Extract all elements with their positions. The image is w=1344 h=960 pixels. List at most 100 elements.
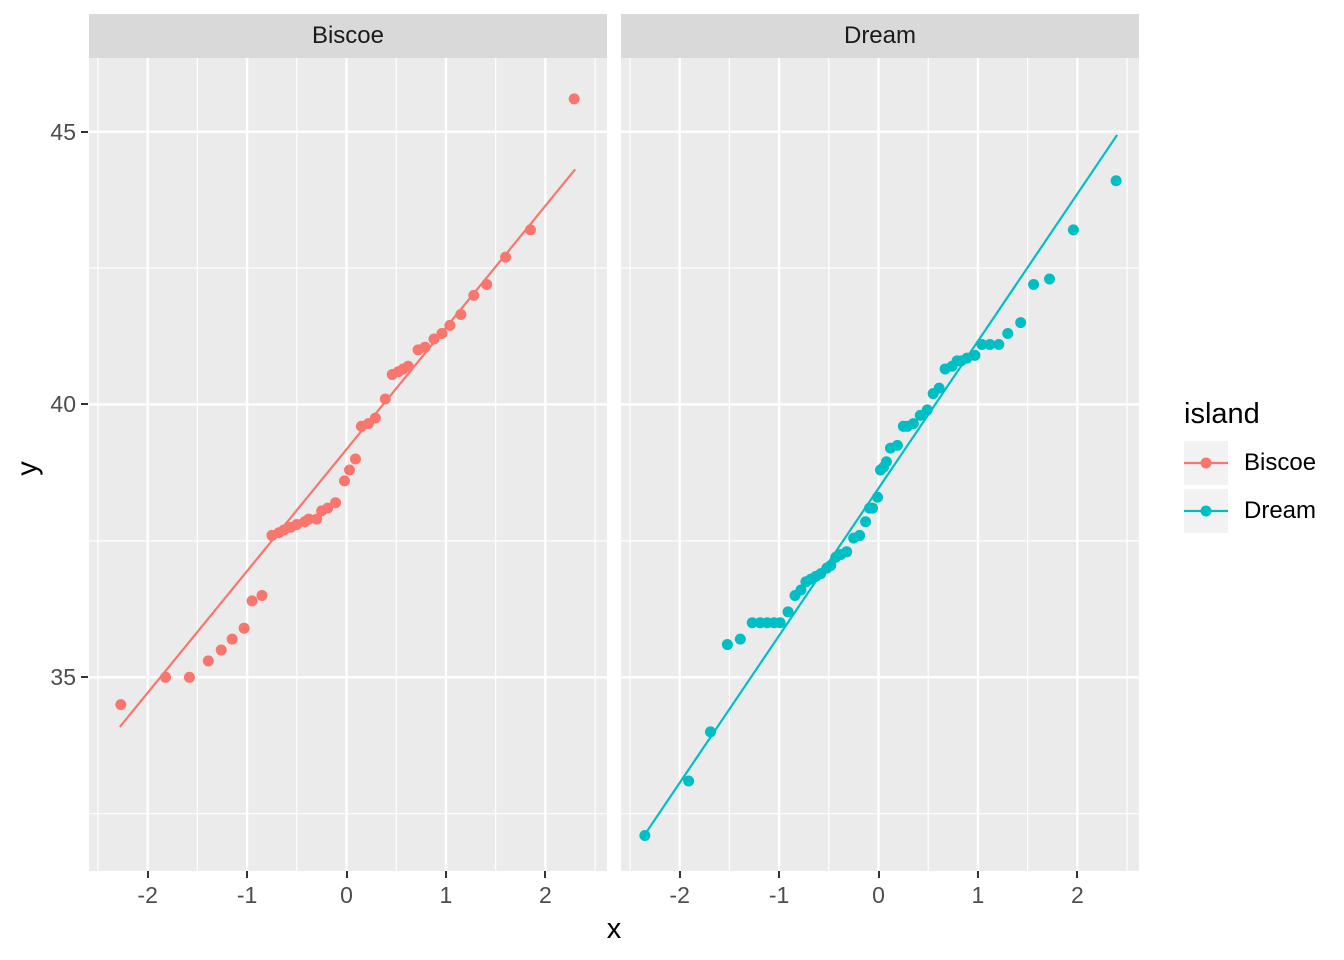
data-point	[854, 529, 866, 541]
x-tick-mark	[678, 871, 681, 878]
data-point	[238, 622, 250, 634]
y-tick-mark	[81, 676, 88, 679]
data-point	[115, 699, 127, 711]
data-point	[704, 726, 716, 738]
facet-strip-label: Dream	[843, 22, 916, 49]
data-point	[867, 502, 879, 514]
data-point	[402, 360, 414, 372]
data-point	[455, 308, 467, 320]
legend-title: island	[1184, 398, 1260, 430]
data-point	[436, 328, 448, 340]
data-point	[1015, 317, 1027, 329]
data-point	[1002, 328, 1014, 340]
x-tick-label: 0	[340, 882, 353, 908]
data-point	[419, 341, 431, 353]
panel-biscoe	[89, 58, 607, 871]
x-tick-mark	[544, 871, 547, 878]
x-tick-label: 1	[971, 882, 985, 908]
data-point	[976, 338, 988, 350]
y-tick-mark	[81, 130, 88, 133]
data-point	[860, 516, 872, 528]
y-tick-label: 45	[50, 118, 76, 145]
data-point	[639, 830, 651, 842]
x-tick-label: 2	[538, 882, 552, 908]
data-point	[984, 338, 996, 350]
x-tick-label: -2	[669, 882, 690, 908]
data-point	[795, 584, 807, 596]
panel-background	[89, 58, 607, 871]
x-tick-label: 0	[872, 882, 885, 908]
data-point	[880, 456, 892, 468]
data-point	[468, 289, 480, 301]
data-point	[683, 775, 695, 787]
data-point	[311, 513, 323, 525]
data-point	[891, 439, 903, 451]
data-point	[226, 633, 238, 645]
x-tick-label: 2	[1070, 882, 1084, 908]
data-point	[481, 278, 493, 290]
legend-label-biscoe: Biscoe	[1244, 449, 1317, 476]
data-point	[921, 404, 933, 416]
facet-strip-label: Biscoe	[311, 22, 385, 49]
x-tick-label: -1	[768, 882, 790, 908]
x-tick-mark	[444, 871, 447, 878]
data-point	[246, 595, 258, 607]
x-tick-label: 1	[439, 882, 453, 908]
data-point	[428, 333, 440, 345]
data-point	[568, 93, 580, 105]
data-point	[369, 412, 381, 424]
data-point	[183, 671, 195, 683]
data-point	[303, 513, 315, 525]
x-tick-mark	[146, 871, 149, 878]
qq-line	[643, 134, 1119, 836]
x-tick-mark	[246, 871, 249, 878]
data-point	[933, 382, 945, 394]
x-tick-mark	[877, 871, 880, 878]
data-point	[379, 393, 391, 405]
facet-strip-dream: Dream	[621, 14, 1139, 58]
data-point	[256, 589, 268, 601]
legend-item-biscoe: Biscoe	[1184, 441, 1316, 485]
data-point	[782, 606, 794, 618]
data-point	[825, 559, 837, 571]
data-point	[500, 251, 512, 263]
data-point	[330, 497, 342, 509]
data-point	[339, 475, 351, 487]
data-point	[746, 617, 758, 629]
data-point	[215, 644, 227, 656]
data-point	[774, 617, 786, 629]
legend-key-biscoe-icon	[1184, 441, 1228, 485]
data-point	[343, 464, 355, 476]
legend-item-dream: Dream	[1184, 489, 1316, 533]
data-point	[1044, 273, 1056, 285]
x-axis-title: x	[606, 913, 622, 945]
legend-key-point	[1200, 505, 1212, 517]
facet-strip-biscoe: Biscoe	[89, 14, 607, 58]
data-point	[1067, 224, 1079, 236]
data-point	[322, 502, 334, 514]
legend-key-dream-icon	[1184, 489, 1228, 533]
legend-label-dream: Dream	[1244, 497, 1317, 524]
x-tick-mark	[1076, 871, 1079, 878]
y-axis-title: y	[11, 461, 44, 476]
data-point	[349, 453, 361, 465]
data-point	[202, 655, 214, 667]
data-point	[1110, 175, 1122, 187]
legend-key-point	[1200, 457, 1212, 469]
x-tick-label: -2	[137, 882, 158, 908]
legend: island Biscoe Dream	[1184, 398, 1316, 537]
y-tick-mark	[81, 403, 88, 406]
x-tick-mark	[345, 871, 348, 878]
y-tick-label: 35	[50, 664, 76, 691]
x-tick-mark	[778, 871, 781, 878]
data-point	[1028, 278, 1040, 290]
data-point	[872, 491, 884, 503]
data-point	[907, 418, 919, 430]
data-point	[524, 224, 536, 236]
data-point	[721, 639, 733, 651]
qq-line	[118, 168, 577, 728]
data-point	[444, 319, 456, 331]
data-point	[160, 671, 172, 683]
x-tick-label: -1	[236, 882, 258, 908]
